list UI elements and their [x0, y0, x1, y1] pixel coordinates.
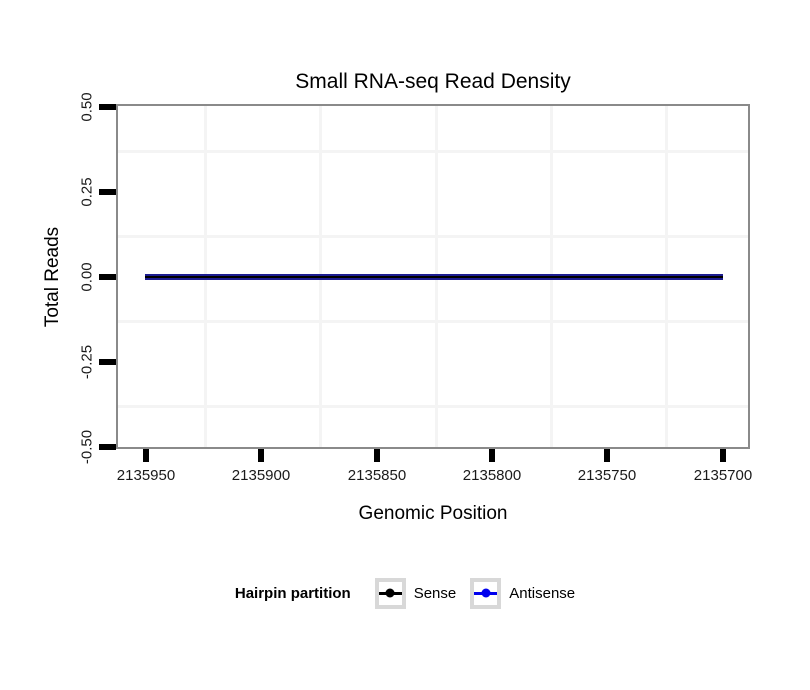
legend-key-sense: [374, 577, 406, 609]
x-tick-mark: [604, 449, 610, 462]
x-tick-label: 2135750: [577, 467, 637, 484]
minor-gridline: [118, 405, 748, 408]
x-tick-label: 2135800: [462, 467, 522, 484]
y-tick-mark: [99, 189, 116, 195]
x-tick-mark: [374, 449, 380, 462]
x-tick-mark: [143, 449, 149, 462]
y-tick-label: -0.50: [78, 429, 96, 465]
data-line-sense: [145, 276, 723, 278]
legend-entry-sense: Sense: [374, 577, 457, 609]
minor-gridline: [118, 320, 748, 323]
x-tick-label: 2135700: [693, 467, 753, 484]
legend-label-sense: Sense: [413, 584, 457, 602]
y-tick-label: -0.25: [78, 344, 96, 380]
data-line-antisense: [145, 274, 723, 280]
minor-gridline: [118, 235, 748, 238]
legend-entry-antisense: Antisense: [470, 577, 576, 609]
y-tick-label: 0.00: [78, 262, 96, 292]
sense-point-icon: [385, 588, 395, 598]
x-tick-mark: [489, 449, 495, 462]
x-tick-mark: [720, 449, 726, 462]
minor-gridline: [118, 150, 748, 153]
y-tick-mark: [99, 274, 116, 280]
x-axis-title: Genomic Position: [358, 503, 508, 524]
y-tick-mark: [99, 104, 116, 110]
x-tick-mark: [258, 449, 264, 462]
y-tick-label: 0.25: [78, 177, 96, 207]
x-tick-label: 2135950: [116, 467, 176, 484]
y-tick-mark: [99, 444, 116, 450]
legend: Hairpin partition Sense Antisense: [0, 572, 810, 614]
y-axis-title: Total Reads: [42, 226, 63, 328]
chart-title: Small RNA-seq Read Density: [295, 70, 571, 93]
legend-title: Hairpin partition: [234, 584, 351, 602]
plot-panel: [116, 104, 750, 449]
y-tick-label: 0.50: [78, 92, 96, 122]
legend-label-antisense: Antisense: [509, 584, 576, 602]
x-tick-label: 2135900: [231, 467, 291, 484]
x-tick-label: 2135850: [347, 467, 407, 484]
y-tick-mark: [99, 359, 116, 365]
legend-key-antisense: [470, 577, 502, 609]
antisense-point-icon: [481, 588, 491, 598]
